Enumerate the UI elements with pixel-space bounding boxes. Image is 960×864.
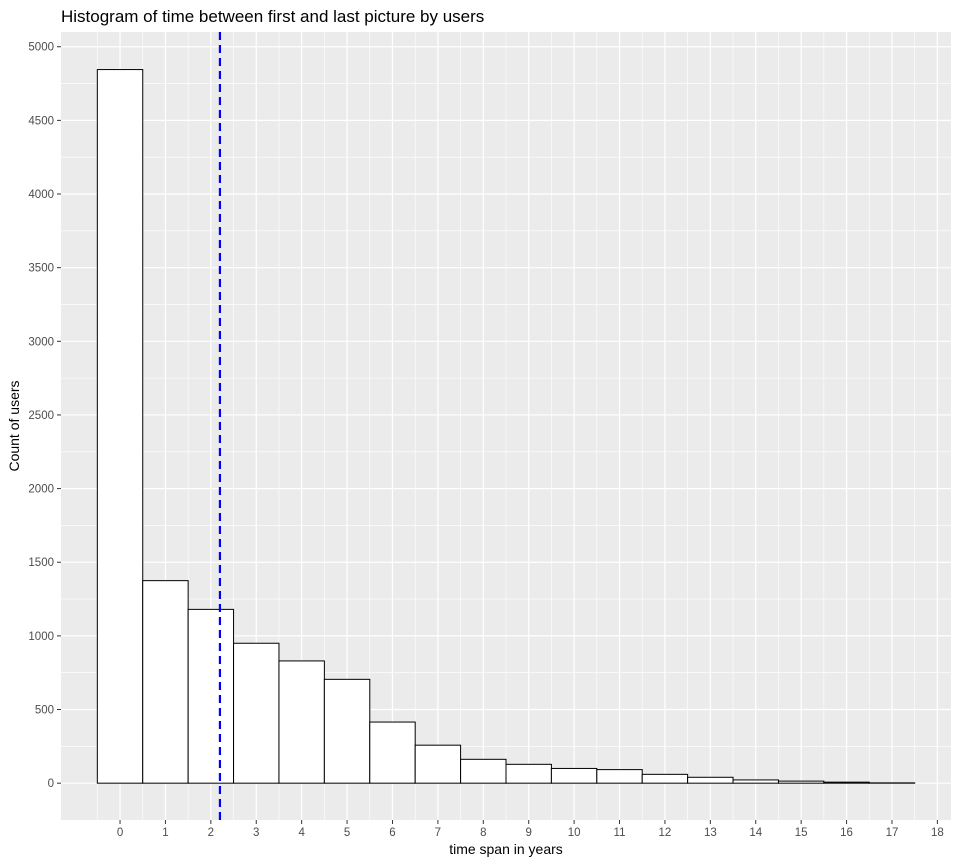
histogram-bar-6 <box>369 721 416 784</box>
y-tick-label: 1000 <box>28 631 54 643</box>
histogram-bar-13 <box>687 776 734 784</box>
histogram-bar-11 <box>596 769 643 784</box>
histogram-bar-1 <box>142 580 189 784</box>
histogram-bar-2 <box>187 608 235 784</box>
x-axis: 0 1 2 3 4 5 6 7 8 9 10 11 12 13 14 15 16 17 18 <box>117 820 944 839</box>
x-tick-label: 0 <box>117 827 123 839</box>
histogram-bar-16 <box>823 781 870 784</box>
y-tick-label: 4500 <box>28 115 54 127</box>
x-tick-label: 17 <box>886 827 899 839</box>
histogram-bar-4 <box>278 660 325 784</box>
histogram-bar-10 <box>550 767 598 784</box>
x-tick-label: 15 <box>795 827 808 839</box>
x-axis-title: time span in years <box>449 841 563 857</box>
x-tick-label: 14 <box>749 827 762 839</box>
x-tick-label: 3 <box>253 827 259 839</box>
x-tick-label: 11 <box>614 827 626 839</box>
y-tick-label: 2000 <box>28 484 54 496</box>
histogram-bar-0 <box>96 69 144 784</box>
x-tick-label: 9 <box>526 827 532 839</box>
x-tick-label: 13 <box>704 827 717 839</box>
histogram-bar-7 <box>414 744 462 784</box>
x-tick-label: 4 <box>298 827 305 839</box>
x-tick-label: 10 <box>568 827 581 839</box>
y-axis-title: Count of users <box>6 380 22 471</box>
x-tick-label: 16 <box>840 827 853 839</box>
y-tick-label: 3500 <box>28 263 54 275</box>
histogram-bar-5 <box>323 678 371 784</box>
histogram-bar-3 <box>233 642 280 784</box>
histogram-bar-15 <box>777 780 825 784</box>
y-tick-label: 4000 <box>28 189 54 201</box>
x-tick-label: 8 <box>480 827 486 839</box>
histogram-bar-8 <box>460 758 507 784</box>
x-tick-label: 2 <box>208 827 214 839</box>
minor-gridlines <box>61 32 951 820</box>
x-tick-label: 5 <box>344 827 350 839</box>
y-tick-label: 5000 <box>28 42 54 54</box>
y-tick-label: 0 <box>48 778 54 790</box>
chart-title: Histogram of time between first and last… <box>61 7 484 26</box>
y-tick-label: 1500 <box>28 557 54 569</box>
histogram-bar-14 <box>732 779 779 784</box>
x-tick-label: 7 <box>435 827 441 839</box>
y-axis: 0 500 1000 1500 2000 2500 3000 3500 4000 4500 5000 <box>28 42 61 790</box>
y-tick-label: 500 <box>35 705 54 717</box>
histogram-bar-9 <box>505 763 552 784</box>
histogram-bars <box>96 69 916 784</box>
x-tick-label: 12 <box>659 827 672 839</box>
histogram-bar-12 <box>641 773 689 784</box>
y-tick-label: 3000 <box>28 336 54 348</box>
x-tick-label: 1 <box>162 827 168 839</box>
x-tick-label: 6 <box>389 827 395 839</box>
y-tick-label: 2500 <box>28 410 54 422</box>
x-tick-label: 18 <box>931 827 944 839</box>
